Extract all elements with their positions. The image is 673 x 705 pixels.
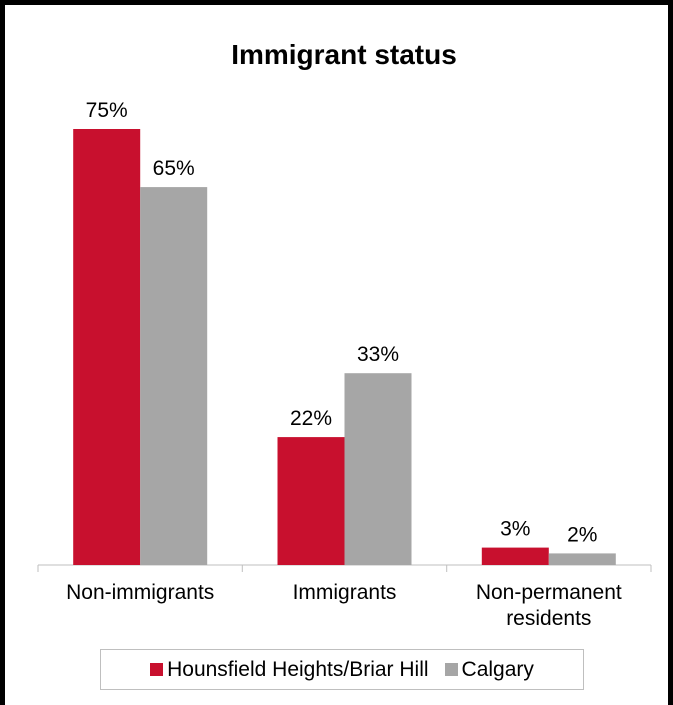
legend-swatch-series-2: [444, 663, 458, 676]
data-label-2-3: 2%: [567, 523, 597, 546]
data-label-1-2: 22%: [290, 407, 332, 430]
x-tick-label-2: Immigrants: [293, 581, 397, 604]
legend-item-series-1: Hounsfield Heights/Briar Hill: [150, 657, 429, 682]
legend-label-series-2: Calgary: [461, 657, 534, 681]
bar-1-2: [277, 437, 345, 565]
bar-1-3: [481, 547, 549, 565]
data-label-2-1: 65%: [153, 157, 195, 180]
tick-marks-group: [37, 565, 652, 572]
chart-title: Immigrant status: [231, 39, 457, 70]
bar-chart: Immigrant status 75% 65% 22% 33% 3% 2% Non-im…: [37, 39, 652, 630]
x-labels-group: Non-immigrants Immigrants Non-permanent res…: [66, 581, 622, 630]
x-tick-label-3: Non-permanent residents: [476, 581, 622, 630]
legend-item-series-2: Calgary: [444, 657, 534, 682]
data-labels-group: 75% 65% 22% 33% 3% 2%: [86, 99, 598, 546]
legend-swatch-series-1: [150, 663, 164, 676]
bar-2-3: [548, 553, 616, 565]
legend: Hounsfield Heights/Briar Hill Calgary: [100, 649, 584, 690]
data-label-1-3: 3%: [500, 518, 530, 541]
data-label-1-1: 75%: [86, 99, 128, 122]
bar-1-1: [73, 129, 141, 565]
bars-group: [73, 129, 616, 565]
bar-2-2: [344, 373, 412, 565]
legend-label-series-1: Hounsfield Heights/Briar Hill: [167, 657, 429, 681]
data-label-2-2: 33%: [357, 343, 399, 366]
bar-2-1: [140, 187, 208, 565]
x-tick-label-1: Non-immigrants: [66, 581, 214, 604]
